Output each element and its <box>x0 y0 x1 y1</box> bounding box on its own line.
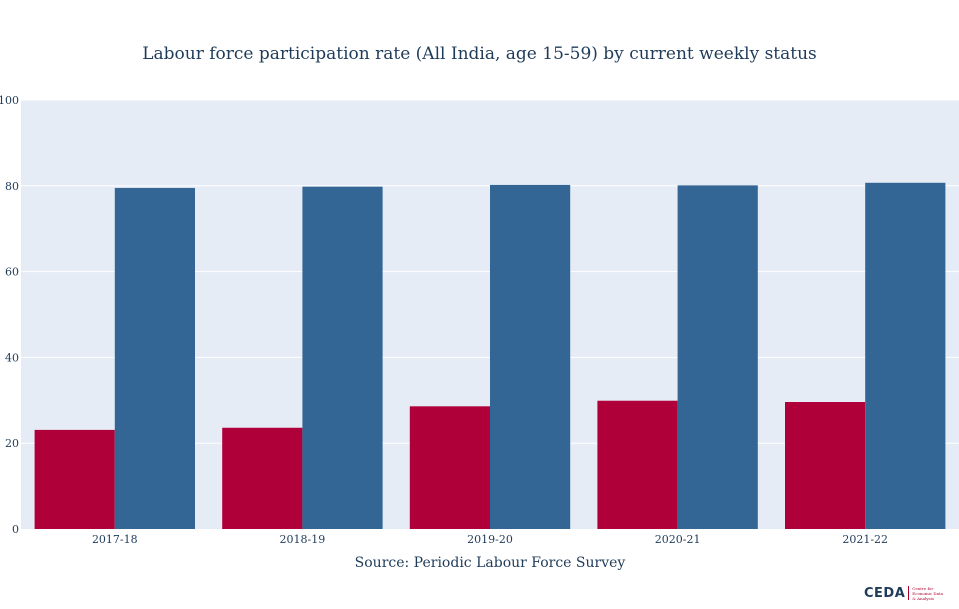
bar-2017-18-series-2 <box>114 187 195 529</box>
bars <box>34 182 946 529</box>
bar-2017-18-series-1 <box>34 429 115 529</box>
x-axis: 2017-18 2018-19 2019-20 2020-21 2021-22 <box>92 533 888 546</box>
logo-divider <box>908 586 910 600</box>
bar-2019-20-series-2 <box>490 184 571 529</box>
bar-2021-22-series-1 <box>785 402 866 529</box>
logo-subtext: Centre for Economic Data & Analysis <box>912 585 944 601</box>
x-tick-label: 2017-18 <box>92 533 138 546</box>
y-axis: 0 20 40 60 80 100 <box>0 94 19 536</box>
x-tick-label: 2020-21 <box>655 533 701 546</box>
ceda-logo: CEDA Centre for Economic Data & Analysis <box>864 585 946 601</box>
bar-2020-21-series-1 <box>597 400 678 529</box>
y-tick-label: 40 <box>5 351 19 364</box>
y-tick-label: 0 <box>12 523 19 536</box>
x-tick-label: 2018-19 <box>280 533 326 546</box>
bar-2020-21-series-2 <box>677 185 758 529</box>
bar-2018-19-series-1 <box>222 427 303 529</box>
x-tick-label: 2021-22 <box>842 533 888 546</box>
y-tick-label: 80 <box>5 180 19 193</box>
y-tick-label: 100 <box>0 94 19 107</box>
y-tick-label: 20 <box>5 437 19 450</box>
bar-2021-22-series-2 <box>865 182 946 529</box>
bar-2018-19-series-2 <box>302 186 383 529</box>
chart-title: Labour force participation rate (All Ind… <box>142 44 817 64</box>
logo-wordmark: CEDA <box>864 585 906 601</box>
y-tick-label: 60 <box>5 266 19 279</box>
bar-2019-20-series-1 <box>409 406 490 529</box>
x-tick-label: 2019-20 <box>467 533 513 546</box>
source-note: Source: Periodic Labour Force Survey <box>354 555 626 571</box>
